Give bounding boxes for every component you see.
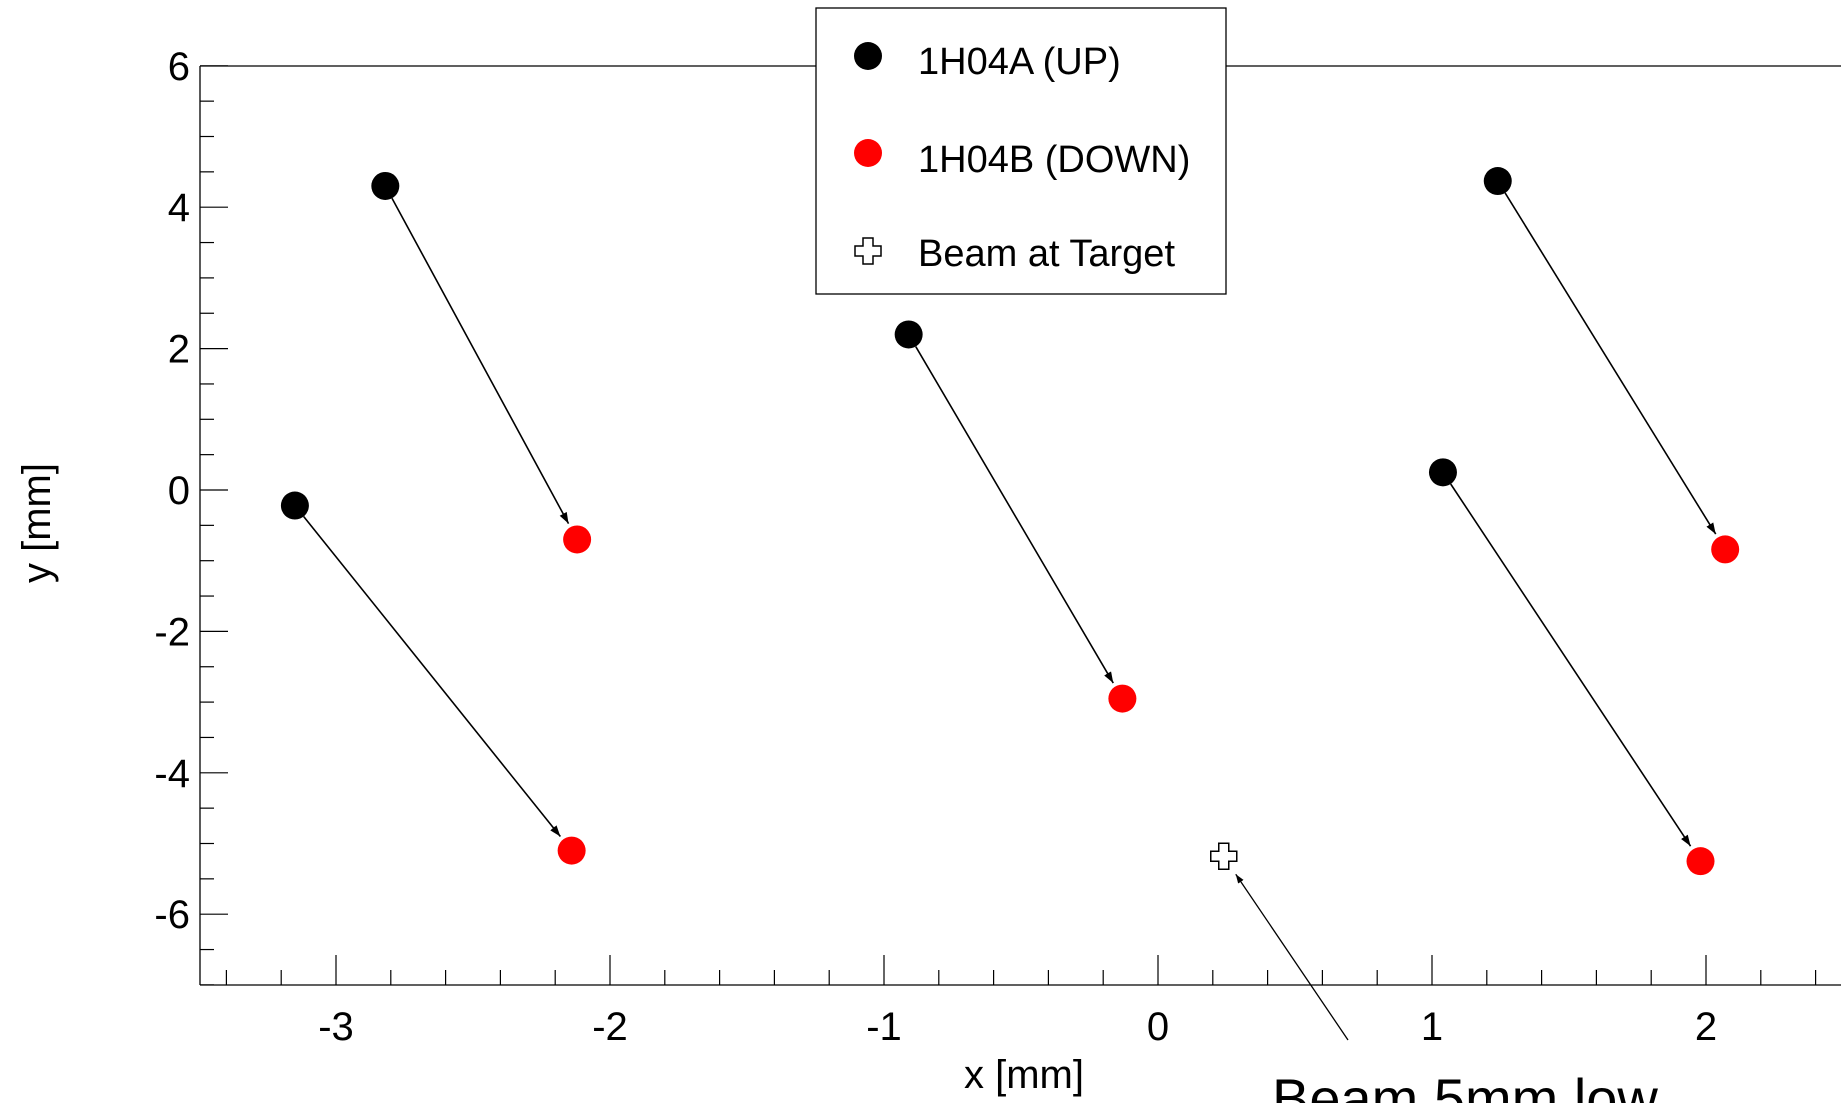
legend: 1H04A (UP) 1H04B (DOWN) Beam at Target — [815, 7, 1227, 295]
x-tick-label: -1 — [866, 1005, 902, 1049]
y-axis-label: y [mm] — [15, 463, 59, 583]
point-down — [1108, 684, 1137, 713]
shift-arrow — [391, 197, 570, 525]
x-axis-label: x [mm] — [964, 1053, 1084, 1097]
legend-marker-beam — [854, 237, 882, 265]
y-tick-label: -2 — [154, 610, 190, 654]
x-tick-label: 0 — [1147, 1005, 1169, 1049]
point-down — [557, 836, 586, 865]
x-tick-label: 1 — [1421, 1005, 1443, 1049]
x-tick-label: 2 — [1695, 1005, 1717, 1049]
legend-label-down: 1H04B (DOWN) — [918, 139, 1190, 181]
annotation-arrow — [1235, 873, 1349, 1041]
shift-arrows — [303, 192, 1717, 847]
point-down — [563, 525, 592, 554]
shift-arrow — [303, 515, 562, 838]
y-tick-label: 2 — [168, 328, 190, 372]
data-points — [280, 167, 1740, 876]
legend-label-up: 1H04A (UP) — [918, 41, 1121, 83]
y-tick-label: 6 — [168, 45, 190, 89]
point-up — [894, 320, 923, 349]
x-tick-label: -3 — [318, 1005, 354, 1049]
y-tick-label: 4 — [168, 186, 190, 230]
beam-annotation: Beam 5mm low — [1235, 873, 1658, 1103]
point-down — [1711, 535, 1740, 564]
point-down — [1686, 847, 1715, 876]
annotation-text: Beam 5mm low — [1272, 1067, 1658, 1103]
point-up — [1483, 167, 1512, 196]
legend-marker-up — [854, 42, 882, 70]
point-up — [280, 491, 309, 520]
legend-marker-down — [854, 139, 882, 167]
shift-arrow — [1504, 192, 1717, 535]
point-beam — [1210, 842, 1238, 870]
legend-box — [815, 7, 1227, 295]
shift-arrow — [915, 346, 1114, 684]
y-tick-label: -6 — [154, 893, 190, 937]
legend-label-beam: Beam at Target — [918, 233, 1175, 275]
axis-tick-labels: -3 -2 -1 0 1 2 -6 -4 -2 0 2 4 6 — [154, 45, 1717, 1049]
y-tick-label: 0 — [168, 469, 190, 513]
shift-arrow — [1450, 483, 1692, 847]
axis-ticks — [200, 65, 1817, 986]
y-tick-label: -4 — [154, 752, 190, 796]
point-up — [1428, 458, 1457, 487]
x-tick-label: -2 — [592, 1005, 628, 1049]
point-up — [371, 171, 400, 200]
